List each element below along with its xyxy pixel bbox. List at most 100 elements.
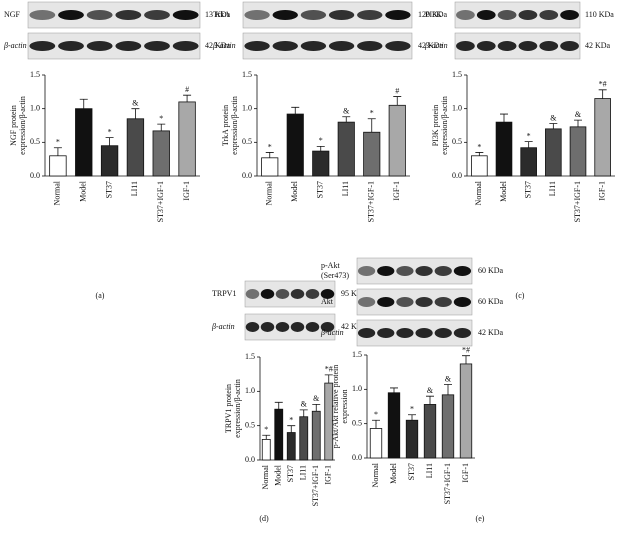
panel-label: (e): [476, 514, 485, 523]
significance-mark: *: [56, 138, 60, 147]
x-tick-label: Model: [274, 464, 283, 486]
blot-image: [356, 288, 473, 316]
blot-band: [357, 10, 383, 20]
x-tick-label: IGF-1: [461, 463, 470, 483]
x-tick-label: ST37: [523, 181, 532, 198]
blot-band: [456, 41, 475, 51]
error-bar: [262, 434, 271, 440]
blot-band: [172, 10, 199, 20]
blot-band: [172, 41, 199, 51]
blot-band: [357, 41, 383, 51]
significance-mark: *: [477, 142, 481, 151]
blot-band: [357, 328, 376, 338]
bar: [100, 145, 119, 177]
blot-band: [272, 41, 298, 51]
bar: [286, 113, 304, 177]
y-tick-label: 1.0: [245, 386, 255, 395]
blot-size: 42 KDa: [478, 328, 504, 337]
blot-band: [385, 41, 411, 51]
error-bar: [367, 118, 376, 133]
blot-image: [356, 319, 473, 347]
x-tick-label: ST37+IGF-1: [573, 181, 582, 222]
bar: [261, 438, 271, 461]
error-bar: [372, 419, 380, 429]
blot-band: [377, 297, 395, 307]
blot-image: [244, 313, 336, 341]
bar: [405, 419, 419, 459]
blot-label: β-actin: [424, 41, 448, 50]
blot-size: 60 KDa: [478, 266, 504, 275]
blot-image: [242, 32, 413, 60]
blot-band: [29, 41, 56, 51]
blot-band: [453, 328, 472, 338]
error-bar: [390, 387, 398, 393]
x-tick-label: IGF-1: [324, 465, 333, 485]
significance-mark: #: [395, 86, 399, 95]
error-bar: [408, 414, 416, 421]
x-tick-label: Normal: [265, 180, 274, 205]
blot-band: [245, 322, 260, 332]
error-bar: [475, 152, 484, 156]
blot-band: [415, 328, 433, 338]
blot-band: [560, 41, 579, 51]
error-bar: [524, 141, 533, 148]
bar: [178, 101, 196, 177]
blot-size: 95 KDa: [341, 289, 367, 298]
blot-band: [244, 41, 270, 51]
blot-band: [290, 289, 305, 299]
error-bar: [291, 106, 300, 115]
bar: [495, 121, 513, 177]
significance-mark: &: [445, 374, 452, 383]
y-axis-label: expression/β-actin: [230, 96, 239, 155]
bar: [363, 131, 381, 177]
y-tick-label: 1.5: [242, 70, 252, 79]
blot-band: [396, 266, 414, 276]
error-bar: [574, 119, 582, 127]
blot-label: β-actin: [212, 41, 236, 50]
blot-band: [377, 266, 395, 276]
bar: [311, 410, 321, 461]
blot-band: [539, 10, 559, 20]
y-tick-label: 1.0: [352, 384, 362, 393]
y-tick-label: 1.5: [245, 352, 255, 361]
blot-band: [434, 328, 452, 338]
x-tick-label: LI11: [299, 465, 308, 480]
x-tick-label: Normal: [261, 464, 270, 489]
significance-mark: *: [527, 131, 531, 140]
blot-label: β-actin: [320, 328, 344, 337]
blot-band: [328, 10, 355, 20]
blot-label: (Ser473): [321, 271, 349, 280]
error-bar: [500, 113, 508, 123]
y-axis-label: PI3K protein: [431, 105, 440, 147]
panel-label: (d): [259, 514, 269, 523]
blot-band: [518, 41, 538, 51]
bar: [387, 392, 401, 459]
error-bar: [393, 96, 402, 106]
x-tick-label: LI11: [341, 181, 350, 196]
error-bar: [324, 374, 333, 384]
panel-label: (a): [96, 291, 105, 300]
error-bar: [105, 137, 114, 146]
blot-band: [396, 328, 414, 338]
blot-size: 42 KDa: [585, 41, 611, 50]
bar: [388, 104, 406, 177]
significance-mark: *#: [462, 346, 470, 355]
bar: [75, 108, 93, 177]
blot-label: TrkA: [213, 10, 230, 19]
x-tick-label: ST37+IGF-1: [311, 465, 320, 506]
blot-band: [290, 322, 305, 332]
x-tick-label: ST37: [286, 465, 295, 482]
bar: [126, 118, 145, 177]
bar: [274, 408, 284, 461]
y-tick-label: 0.0: [352, 453, 362, 462]
y-tick-label: 0.5: [245, 420, 255, 429]
blot-band: [29, 10, 56, 20]
blot-size: 13 KDa: [205, 10, 231, 19]
significance-mark: *: [264, 425, 268, 434]
error-bar: [79, 98, 88, 109]
x-tick-label: IGF-1: [597, 181, 606, 201]
bar: [49, 155, 67, 177]
y-tick-label: 0.5: [30, 137, 40, 146]
significance-mark: &: [132, 98, 139, 107]
